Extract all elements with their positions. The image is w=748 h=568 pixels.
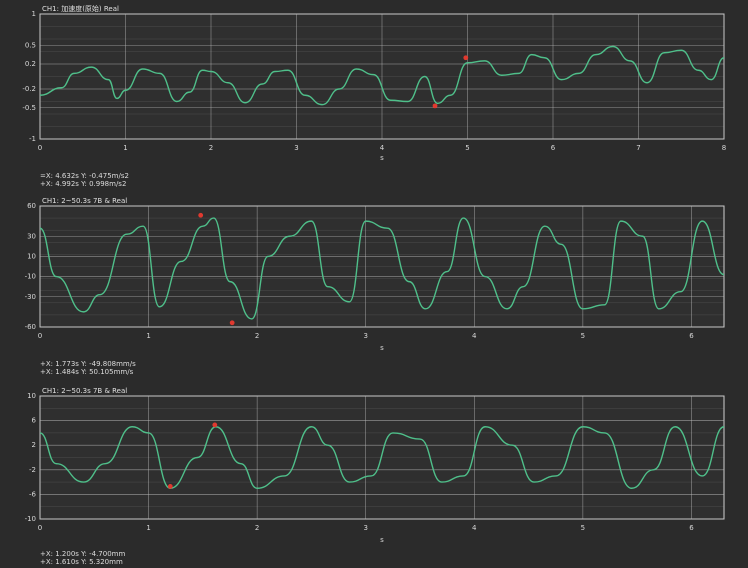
cursor-a-readout: +X: 1.773s Y: -49.808mm/s: [40, 360, 136, 368]
y-tick-label: -30: [25, 293, 36, 301]
x-tick-label: 5: [581, 332, 585, 340]
chart-panel-2: 60 30 10 -10 -30 -60 0 1 2 3 4 5 6 CH1: 2~50.3s 7B & …: [0, 196, 748, 358]
cursor-b-readout: +X: 1.484s Y: 50.105mm/s: [40, 368, 134, 376]
cursor-b-readout: +X: 4.992s Y: 0.998m/s2: [40, 180, 127, 188]
cursor-marker[interactable]: [229, 320, 235, 326]
series-line: [39, 45, 725, 106]
plot-area: [39, 205, 725, 328]
x-tick-label: 0: [38, 524, 42, 532]
y-tick-label: -0.5: [22, 104, 36, 112]
cursor-a-readout: +X: 1.200s Y: -4.700mm: [40, 550, 126, 558]
x-tick-label: 3: [363, 524, 367, 532]
cursor-marker[interactable]: [212, 422, 218, 428]
x-tick-label: 0: [38, 332, 42, 340]
cursor-marker[interactable]: [198, 212, 204, 218]
chart-title: CH1: 加速度(原始) Real: [42, 4, 119, 13]
plot-area: [39, 395, 725, 520]
x-axis-label: s: [380, 154, 384, 162]
x-tick-label: 8: [722, 144, 726, 152]
x-tick-label: 6: [689, 332, 694, 340]
chart-panel-1: 1 0.5 0.2 -0.2 -0.5 -1 0 1 2 3 4 5 6 7 8 CH1: 加速度(原始) R…: [0, 0, 748, 170]
chart-title: CH1: 2~50.3s 7B & Real: [42, 387, 127, 395]
y-tick-label: 10: [27, 392, 36, 400]
x-axis-label: s: [380, 344, 384, 352]
x-tick-label: 5: [465, 144, 469, 152]
x-tick-label: 6: [689, 524, 694, 532]
cursor-b-readout: +X: 1.610s Y: 5.320mm: [40, 558, 123, 566]
cursor-marker[interactable]: [432, 103, 438, 109]
y-tick-label: -2: [29, 466, 36, 474]
cursor-marker[interactable]: [463, 55, 469, 61]
x-tick-label: 5: [581, 524, 585, 532]
acceleration-chart: 1 0.5 0.2 -0.2 -0.5 -10 1 2 3 4 5 6 7 8 CH1: 加速度(原始) R…: [22, 4, 726, 162]
x-tick-label: 0: [38, 144, 42, 152]
y-tick-label: -60: [25, 323, 36, 331]
x-axis-label: s: [380, 536, 384, 544]
x-tick-label: 4: [472, 332, 477, 340]
y-tick-label: 2: [32, 441, 36, 449]
cursor-readout-1: =X: 4.632s Y: -0.475m/s2 +X: 4.992s Y: 0…: [40, 172, 129, 188]
cursor-marker[interactable]: [167, 484, 173, 489]
y-tick-label: -6: [29, 490, 37, 498]
series-line: [39, 217, 725, 320]
x-tick-label: 1: [123, 144, 127, 152]
y-tick-label: 0.2: [25, 60, 36, 68]
x-tick-label: 7: [636, 144, 640, 152]
x-tick-label: 3: [363, 332, 367, 340]
y-tick-label: 6: [32, 417, 37, 425]
cursor-readout-3: +X: 1.200s Y: -4.700mm +X: 1.610s Y: 5.3…: [40, 550, 125, 566]
y-tick-label: -10: [25, 273, 36, 281]
y-tick-label: -1: [29, 135, 36, 143]
y-tick-label: -10: [25, 515, 36, 523]
y-tick-label: -0.2: [22, 85, 36, 93]
series-line: [39, 426, 725, 489]
velocity-chart: 60 30 10 -10 -30 -600 1 2 3 4 5 6 CH1: 2~50.3s 7B & …: [25, 197, 725, 352]
x-tick-label: 2: [255, 332, 259, 340]
x-tick-label: 1: [146, 332, 150, 340]
chart-title: CH1: 2~50.3s 7B & Real: [42, 197, 127, 205]
x-tick-label: 4: [380, 144, 385, 152]
y-tick-label: 0.5: [25, 41, 36, 49]
x-tick-label: 2: [255, 524, 259, 532]
cursor-a-readout: =X: 4.632s Y: -0.475m/s2: [40, 172, 129, 180]
y-tick-label: 30: [27, 232, 36, 240]
cursor-readout-2: +X: 1.773s Y: -49.808mm/s +X: 1.484s Y: …: [40, 360, 136, 376]
x-tick-label: 6: [551, 144, 556, 152]
chart-panel-3: 10 6 2 -2 -6 -10 0 1 2 3 4 5 6 CH1: 2~50.3s 7B & Real…: [0, 386, 748, 548]
y-tick-label: 1: [32, 10, 36, 18]
x-tick-label: 3: [294, 144, 298, 152]
x-tick-label: 1: [146, 524, 150, 532]
x-tick-label: 4: [472, 524, 477, 532]
y-tick-label: 10: [27, 252, 36, 260]
x-tick-label: 2: [209, 144, 213, 152]
y-tick-label: 60: [27, 202, 36, 210]
displacement-chart: 10 6 2 -2 -6 -100 1 2 3 4 5 6 CH1: 2~50.3s 7B & Real…: [25, 387, 725, 544]
